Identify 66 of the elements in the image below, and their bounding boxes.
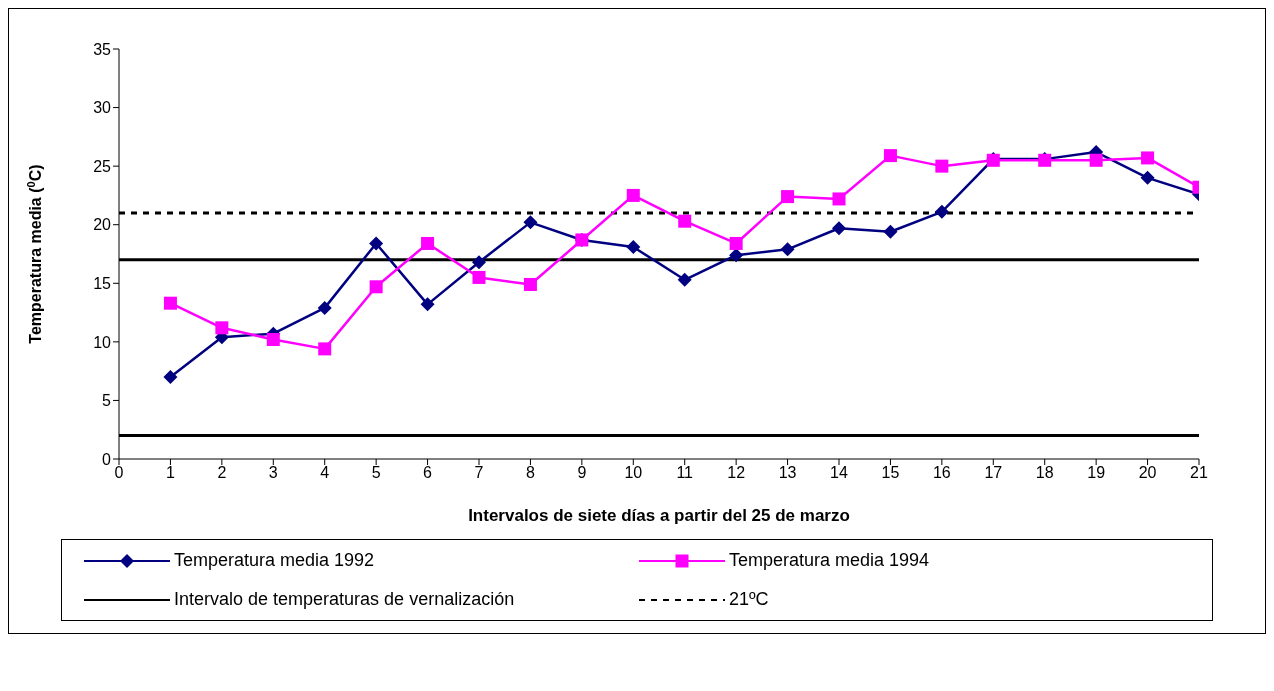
point [729,236,743,250]
legend-label: 21ºC [729,589,769,610]
point [163,296,177,310]
x-tick-label: 0 [114,464,124,482]
legend-label: Temperatura media 1992 [174,550,375,571]
y-tick-label: 0 [102,450,112,468]
point [832,192,846,206]
x-tick-label: 11 [676,464,694,482]
point [626,188,640,202]
point [935,159,949,173]
x-tick-label: 5 [371,464,381,482]
x-tick-label: 2 [217,464,227,482]
y-tick-label: 10 [93,333,112,351]
point [678,214,692,228]
point [523,215,538,230]
point [266,333,280,347]
x-tick-label: 19 [1087,464,1106,482]
x-tick-label: 6 [423,464,433,482]
y-tick-label: 15 [93,274,112,292]
x-tick-label: 1 [165,464,175,482]
point [677,272,692,287]
y-tick-label: 35 [93,40,112,58]
x-tick-label: 10 [624,464,643,482]
x-tick-label: 20 [1138,464,1157,482]
x-tick-label: 16 [932,464,951,482]
point [729,248,744,263]
point [883,224,898,239]
point [523,277,537,291]
point [369,280,383,294]
point [420,297,435,312]
legend-label: Intervalo de temperaturas de vernalización [174,589,515,610]
point [369,236,384,251]
x-tick-label: 12 [727,464,746,482]
point [163,370,178,384]
point [1140,170,1155,185]
x-tick-label: 21 [1190,464,1208,482]
x-tick-label: 9 [577,464,587,482]
y-tick-label: 25 [93,157,112,175]
point [1141,151,1155,165]
x-axis-title: Intervalos de siete días a partir del 25 de marzo [468,506,850,525]
point [934,204,949,219]
x-tick-label: 3 [268,464,278,482]
x-tick-label: 15 [881,464,900,482]
y-tick-label: 20 [93,216,112,234]
point [832,221,846,236]
point [318,342,332,356]
point [472,270,486,284]
x-tick-label: 8 [525,464,535,482]
x-tick-label: 14 [830,464,848,482]
legend-label: Temperatura media 1994 [729,550,930,571]
point [472,255,486,270]
point [781,190,795,204]
point [626,239,641,254]
point [1089,153,1103,167]
point [780,242,795,257]
y-tick-label: 5 [102,392,112,410]
x-tick-label: 4 [320,464,330,482]
point [317,300,332,315]
point [883,149,897,163]
y-tick-label: 30 [93,99,112,117]
point [421,236,435,250]
x-tick-label: 7 [474,464,484,482]
point [215,321,229,335]
x-tick-label: 17 [984,464,1003,482]
x-tick-label: 13 [778,464,797,482]
x-tick-label: 18 [1035,464,1054,482]
